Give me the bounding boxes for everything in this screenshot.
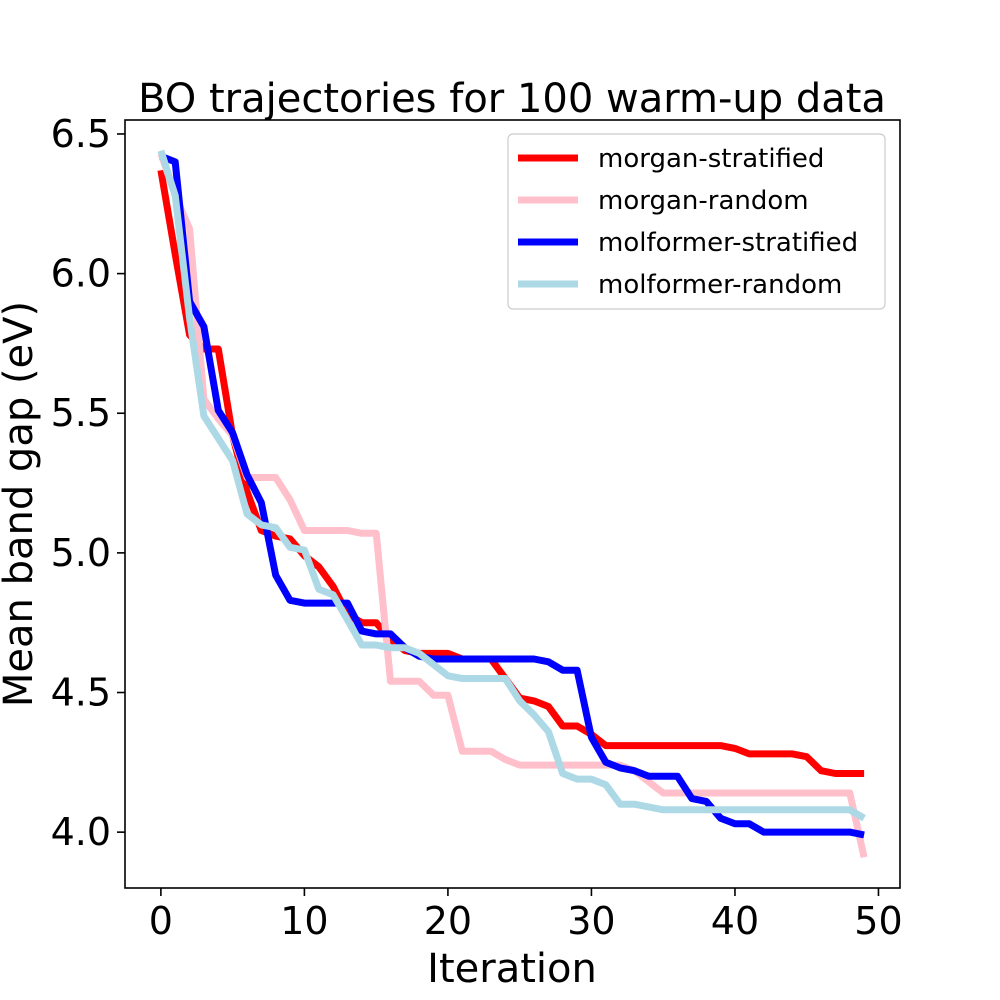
y-tick-label: 6.0 [51, 252, 111, 296]
chart-title: BO trajectories for 100 warm-up data [138, 76, 886, 122]
x-axis-label: Iteration [427, 946, 597, 992]
legend-label-morgan-stratified: morgan-stratified [598, 144, 824, 174]
series-layer [157, 149, 868, 859]
x-tick-label: 30 [567, 899, 615, 943]
legend-label-morgan-random: morgan-random [598, 186, 809, 216]
legend-frame [507, 133, 886, 310]
x-axis: 0 10 20 30 40 50 [149, 888, 903, 943]
series-line-morgan-random [157, 152, 868, 859]
x-tick-label: 20 [424, 899, 472, 943]
y-tick-label: 5.0 [51, 531, 111, 575]
plot-frame [124, 119, 901, 889]
y-tick-label: 4.0 [51, 810, 111, 854]
y-tick-label: 6.5 [51, 112, 111, 156]
y-tick-label: 5.5 [51, 391, 111, 435]
legend-label-molformer-random: molformer-random [598, 270, 842, 300]
x-tick-label: 10 [280, 899, 328, 943]
y-axis-label: Mean band gap (eV) [0, 301, 42, 707]
legend-label-molformer-stratified: molformer-stratified [598, 228, 858, 258]
legend: morgan-stratified morgan-random molformer-… [507, 133, 886, 310]
x-tick-label: 50 [854, 899, 902, 943]
y-tick-label: 4.5 [51, 671, 111, 715]
x-tick-label: 0 [149, 899, 173, 943]
series-line-molformer-stratified [159, 153, 865, 839]
y-axis: 4.0 4.5 5.0 5.5 6.0 6.5 [51, 112, 125, 854]
x-tick-label: 40 [711, 899, 759, 943]
series-line-molformer-random [157, 149, 866, 822]
